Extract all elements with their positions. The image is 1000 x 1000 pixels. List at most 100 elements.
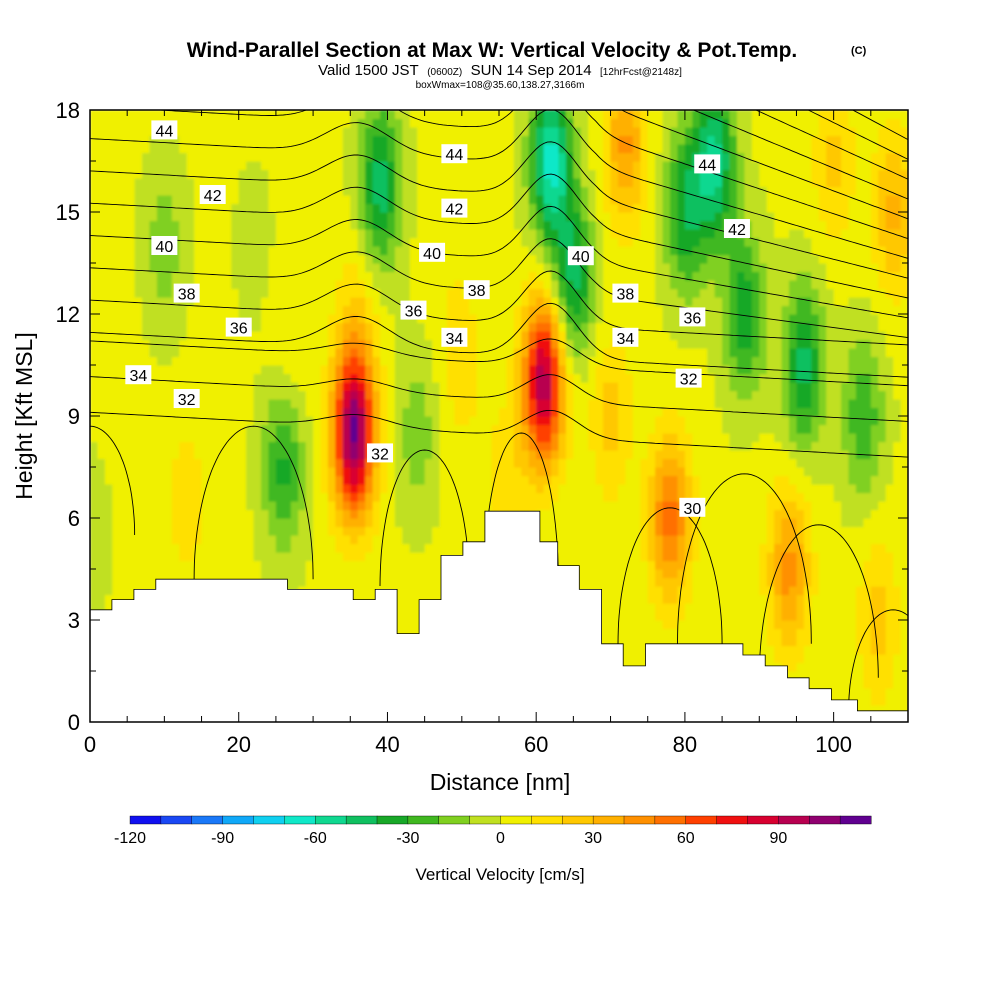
velocity-cell	[446, 535, 455, 545]
velocity-cell	[729, 535, 738, 545]
velocity-cell	[208, 501, 218, 511]
velocity-cell	[127, 458, 136, 468]
velocity-cell	[774, 424, 783, 434]
velocity-cell	[878, 501, 887, 511]
velocity-cell	[841, 654, 850, 664]
velocity-cell	[476, 458, 485, 468]
velocity-cell	[610, 484, 619, 494]
velocity-cell	[870, 611, 879, 621]
velocity-cell	[893, 407, 902, 417]
velocity-cell	[201, 475, 210, 485]
velocity-cell	[409, 458, 418, 468]
velocity-cell	[536, 467, 545, 477]
velocity-cell	[469, 433, 478, 443]
velocity-cell	[127, 441, 136, 451]
velocity-cell	[885, 620, 894, 630]
velocity-cell	[841, 382, 850, 392]
velocity-cell	[811, 501, 820, 511]
velocity-cell	[432, 416, 441, 426]
velocity-cell	[744, 620, 753, 630]
velocity-cell	[766, 475, 775, 485]
velocity-cell	[811, 679, 820, 689]
velocity-cell	[722, 509, 731, 519]
velocity-cell	[722, 356, 731, 366]
velocity-cell	[714, 467, 723, 477]
velocity-cell	[179, 441, 188, 451]
velocity-cell	[298, 501, 307, 511]
velocity-cell	[796, 603, 805, 613]
velocity-cell	[216, 535, 225, 545]
velocity-cell	[134, 484, 143, 494]
velocity-cell	[543, 484, 552, 494]
velocity-cell	[112, 492, 121, 502]
velocity-cell	[655, 501, 664, 511]
velocity-cell	[885, 484, 894, 494]
velocity-cell	[774, 603, 783, 613]
velocity-cell	[848, 518, 857, 528]
velocity-cell	[350, 501, 359, 511]
velocity-cell	[640, 416, 649, 426]
velocity-cell	[841, 390, 850, 400]
velocity-cell	[268, 552, 277, 562]
velocity-cell	[632, 356, 641, 366]
velocity-cell	[833, 688, 842, 698]
velocity-cell	[179, 518, 188, 528]
velocity-cell	[97, 399, 106, 409]
velocity-cell	[789, 560, 798, 570]
velocity-cell	[372, 382, 381, 392]
velocity-cell	[833, 569, 842, 579]
velocity-cell	[736, 535, 745, 545]
velocity-cell	[893, 475, 902, 485]
velocity-cell	[855, 645, 864, 655]
velocity-cell	[900, 679, 908, 689]
velocity-cell	[855, 662, 864, 672]
velocity-cell	[290, 526, 299, 536]
velocity-cell	[684, 399, 693, 409]
velocity-cell	[424, 501, 433, 511]
velocity-cell	[194, 560, 203, 570]
velocity-cell	[595, 543, 604, 553]
velocity-cell	[90, 450, 99, 460]
velocity-cell	[603, 603, 612, 613]
velocity-cell	[104, 424, 113, 434]
velocity-cell	[863, 407, 872, 417]
velocity-cell	[238, 458, 247, 468]
velocity-cell	[186, 424, 195, 434]
velocity-cell	[417, 518, 426, 528]
velocity-cell	[736, 382, 745, 392]
velocity-cell	[781, 407, 790, 417]
velocity-cell	[878, 407, 887, 417]
velocity-cell	[201, 552, 210, 562]
velocity-cell	[900, 594, 908, 604]
velocity-cell	[201, 560, 210, 570]
velocity-cell	[454, 390, 463, 400]
velocity-cell	[655, 569, 664, 579]
velocity-cell	[261, 441, 270, 451]
velocity-cell	[580, 467, 589, 477]
velocity-cell	[580, 526, 589, 536]
velocity-cell	[446, 458, 455, 468]
velocity-cell	[751, 552, 760, 562]
velocity-cell	[424, 348, 433, 358]
velocity-cell	[811, 535, 820, 545]
velocity-cell	[818, 671, 827, 681]
velocity-cell	[223, 424, 232, 434]
velocity-cell	[365, 586, 374, 596]
velocity-cell	[409, 433, 418, 443]
velocity-cell	[536, 356, 545, 366]
velocity-cell	[327, 433, 336, 443]
velocity-cell	[655, 365, 664, 375]
velocity-cell	[246, 424, 255, 434]
velocity-cell	[796, 399, 805, 409]
velocity-cell	[216, 526, 225, 536]
velocity-cell	[171, 458, 180, 468]
velocity-cell	[484, 390, 493, 400]
velocity-cell	[580, 424, 589, 434]
velocity-cell	[833, 339, 842, 349]
velocity-cell	[409, 467, 418, 477]
velocity-cell	[625, 569, 634, 579]
velocity-cell	[766, 543, 775, 553]
velocity-cell	[342, 577, 351, 587]
velocity-cell	[365, 356, 374, 366]
velocity-cell	[632, 424, 641, 434]
